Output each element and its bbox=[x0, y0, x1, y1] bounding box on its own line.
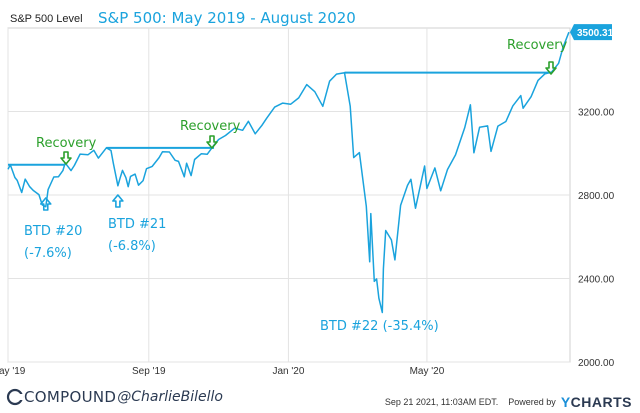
btd-pct-label: (-6.8%) bbox=[108, 239, 156, 254]
provider-logo: YCHARTS bbox=[560, 394, 632, 410]
compound-logo-icon bbox=[6, 388, 24, 406]
brand-name: COMPOUND bbox=[24, 388, 117, 406]
y-tick-label: 3200.00 bbox=[578, 108, 615, 119]
timestamp: Sep 21 2021, 11:03AM EDT. bbox=[384, 397, 499, 407]
btd-pct-label: (-7.6%) bbox=[24, 246, 72, 261]
btd-label: BTD #21 bbox=[108, 217, 166, 232]
down-arrow-icon bbox=[206, 135, 218, 149]
x-tick-label: May '19 bbox=[0, 366, 26, 377]
btd-label: BTD #20 bbox=[24, 224, 82, 239]
recovery-label: Recovery bbox=[507, 38, 568, 53]
down-arrow-icon bbox=[60, 151, 72, 165]
x-tick-label: Jan '20 bbox=[272, 366, 304, 377]
footer: COMPOUND @CharlieBilello Sep 21 2021, 11… bbox=[0, 385, 640, 413]
series-line bbox=[7, 31, 570, 314]
x-tick-label: Sep '19 bbox=[132, 366, 166, 377]
provider-name: CHARTS bbox=[570, 394, 632, 410]
y-tick-label: 2800.00 bbox=[578, 191, 615, 202]
last-value-badge bbox=[570, 24, 612, 41]
up-arrow-icon bbox=[39, 197, 52, 211]
y-tick-label: 2000.00 bbox=[578, 358, 615, 369]
recovery-label: Recovery bbox=[36, 136, 97, 151]
x-tick-label: May '20 bbox=[410, 366, 445, 377]
btd-label: BTD #22 (-35.4%) bbox=[320, 319, 439, 334]
last-value-label: 3500.31 bbox=[577, 28, 614, 39]
y-axis-label: S&P 500 Level bbox=[10, 13, 83, 25]
brand-block: COMPOUND @CharlieBilello bbox=[6, 388, 223, 406]
chart-svg: 2000.00 2400.00 2800.00 3200.00 May '19 Sep '… bbox=[0, 9, 615, 377]
credit-block: Sep 21 2021, 11:03AM EDT. Powered by YCH… bbox=[385, 394, 632, 410]
chart-title: S&P 500: May 2019 - August 2020 bbox=[98, 9, 356, 27]
author-handle: @CharlieBilello bbox=[117, 389, 223, 405]
down-arrow-icon bbox=[545, 61, 557, 75]
y-tick-label: 2400.00 bbox=[578, 275, 615, 286]
recovery-label: Recovery bbox=[180, 119, 241, 134]
up-arrow-icon bbox=[112, 194, 124, 208]
powered-by-label: Powered by bbox=[508, 397, 556, 407]
